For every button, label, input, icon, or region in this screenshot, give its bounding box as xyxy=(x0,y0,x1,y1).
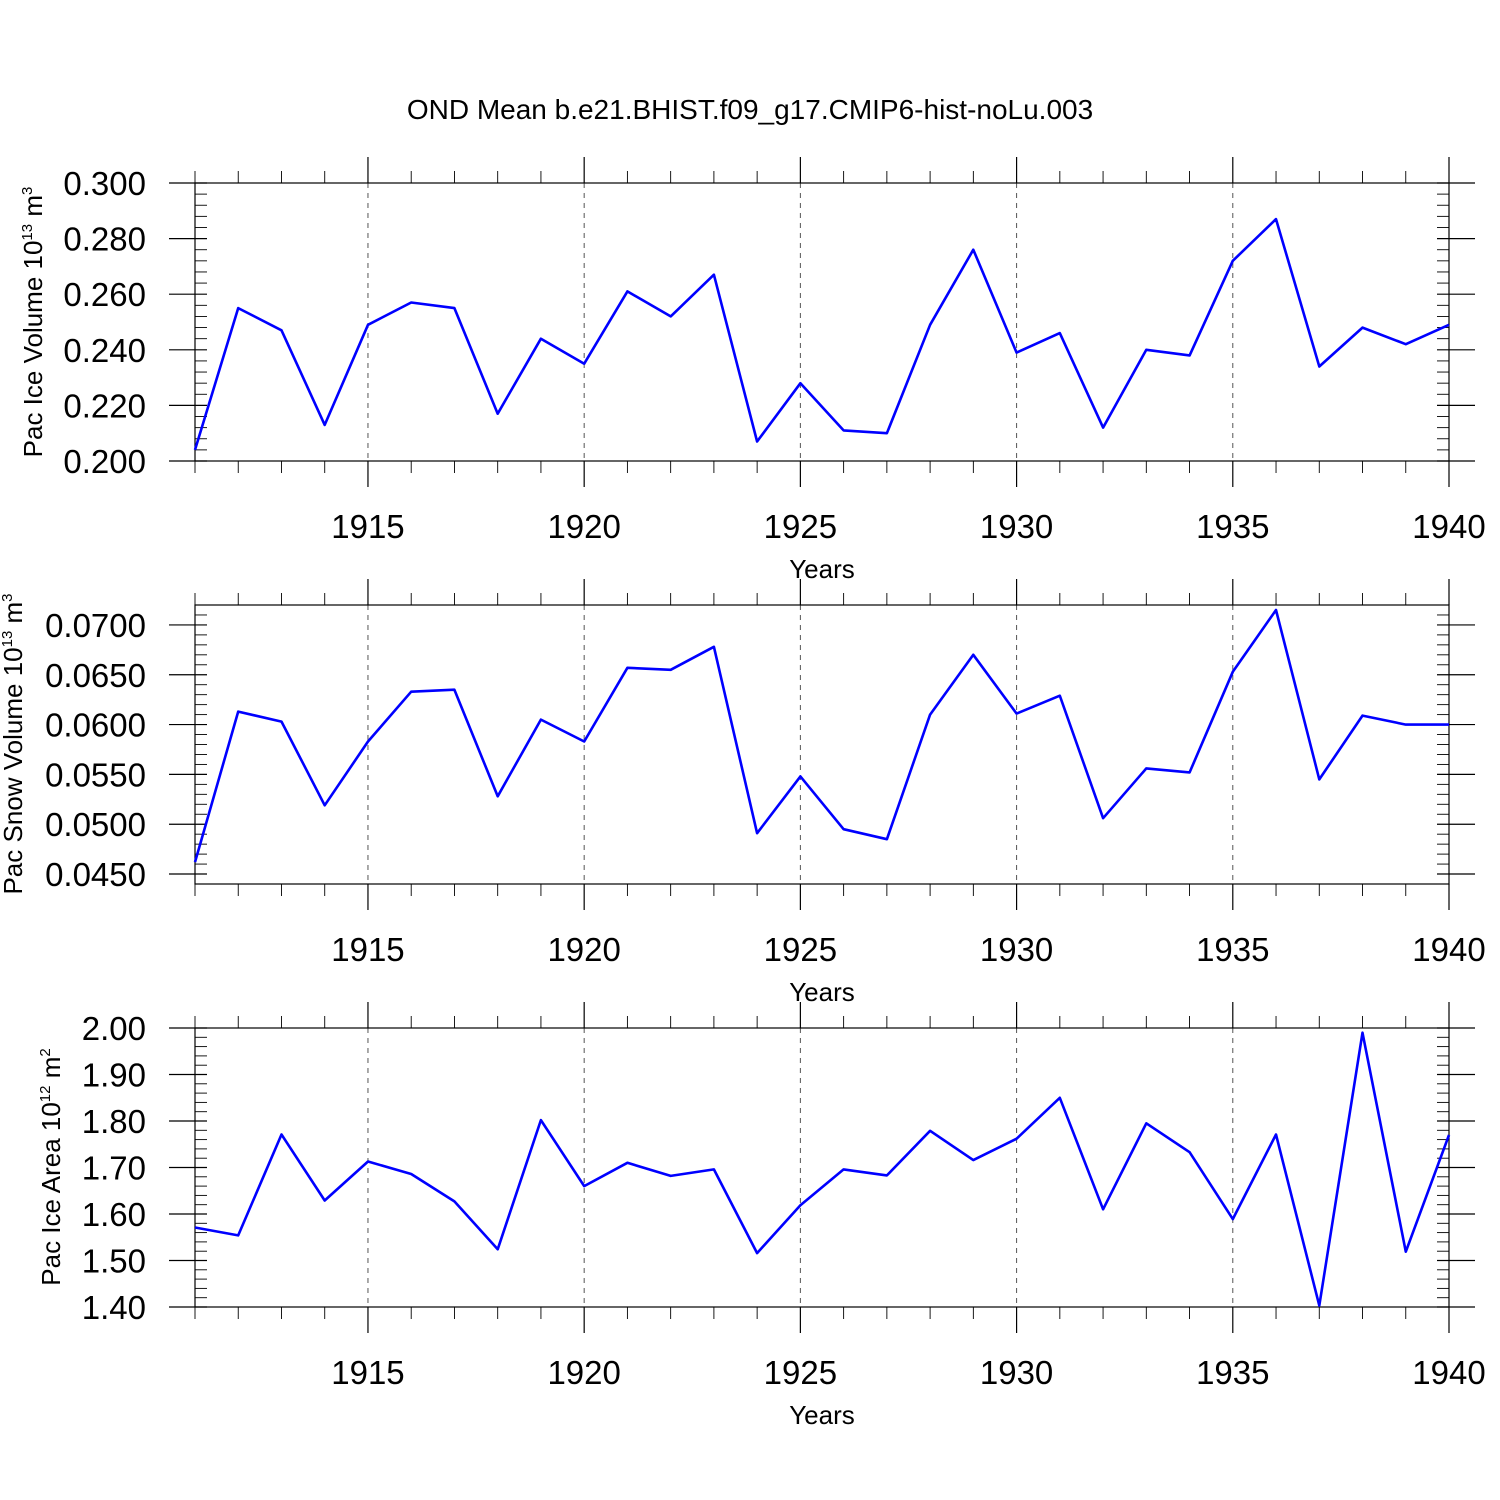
y-tick-label: 1.60 xyxy=(82,1196,146,1233)
y-tick-label: 0.0550 xyxy=(45,756,146,793)
plot-frame xyxy=(194,604,1450,885)
y-tick-label: 0.280 xyxy=(63,221,146,258)
x-tick-label: 1925 xyxy=(764,1354,837,1391)
panel-snow-volume: 1915 1920 1925 1930 1935 1940 0.0450 0.0500 0.05… xyxy=(0,579,1486,1007)
plot-frame xyxy=(194,1027,1450,1308)
y-tick-label: 0.0500 xyxy=(45,806,146,843)
x-axis-title: Years xyxy=(789,977,855,1007)
y-axis-title: Pac Snow Volume 1013 m3 xyxy=(0,593,28,894)
x-tick-label: 1925 xyxy=(764,931,837,968)
chart-title: OND Mean b.e21.BHIST.f09_g17.CMIP6-hist-… xyxy=(407,94,1093,125)
series-line-ice-volume xyxy=(193,217,1450,451)
y-tick-label: 0.260 xyxy=(63,276,146,313)
y-tick-label: 0.240 xyxy=(63,332,146,369)
x-tick-label: 1915 xyxy=(331,508,404,545)
x-tick-label: 1920 xyxy=(547,1354,620,1391)
x-tick-label: 1930 xyxy=(980,508,1053,545)
series-line-ice-area xyxy=(194,1031,1451,1307)
x-tick-label: 1940 xyxy=(1412,931,1485,968)
x-tick-label: 1940 xyxy=(1412,1354,1485,1391)
y-tick-label: 0.0700 xyxy=(45,607,146,644)
panel-ice-area: 1915 1920 1925 1930 1935 1940 1.40 1.50 1.60 1.70… xyxy=(36,1002,1486,1430)
y-tick-label: 0.200 xyxy=(63,443,146,480)
y-tick-label: 0.0650 xyxy=(45,657,146,694)
y-tick-label: 0.0450 xyxy=(45,856,146,893)
y-tick-label: 2.00 xyxy=(82,1010,146,1047)
y-tick-label: 1.40 xyxy=(82,1289,146,1326)
x-tick-label: 1915 xyxy=(331,1354,404,1391)
x-tick-label: 1930 xyxy=(980,931,1053,968)
x-axis-title: Years xyxy=(789,554,855,584)
x-tick-label: 1935 xyxy=(1196,931,1269,968)
x-tick-label: 1920 xyxy=(547,508,620,545)
x-tick-label: 1935 xyxy=(1196,1354,1269,1391)
y-tick-label: 1.70 xyxy=(82,1150,146,1187)
x-axis-title: Years xyxy=(789,1400,855,1430)
x-tick-label: 1935 xyxy=(1196,508,1269,545)
panel-ice-volume: 1915 1920 1925 1930 1935 1940 0.200 0.220 0.240 0… xyxy=(18,157,1486,584)
x-tick-label: 1940 xyxy=(1412,508,1485,545)
y-tick-label: 1.50 xyxy=(82,1243,146,1280)
x-tick-label: 1915 xyxy=(331,931,404,968)
x-tick-label: 1925 xyxy=(764,508,837,545)
y-axis-title: Pac Ice Area 1012 m2 xyxy=(36,1048,66,1285)
y-tick-label: 0.0600 xyxy=(45,707,146,744)
y-tick-label: 0.300 xyxy=(63,165,146,202)
y-tick-label: 1.90 xyxy=(82,1057,146,1094)
x-tick-label: 1920 xyxy=(547,931,620,968)
series-line-snow-volume xyxy=(193,608,1449,863)
x-tick-label: 1930 xyxy=(980,1354,1053,1391)
y-tick-label: 0.220 xyxy=(63,387,146,424)
y-axis-title: Pac Ice Volume 1013 m3 xyxy=(18,187,48,458)
y-tick-label: 1.80 xyxy=(82,1103,146,1140)
plot-frame xyxy=(194,182,1450,462)
